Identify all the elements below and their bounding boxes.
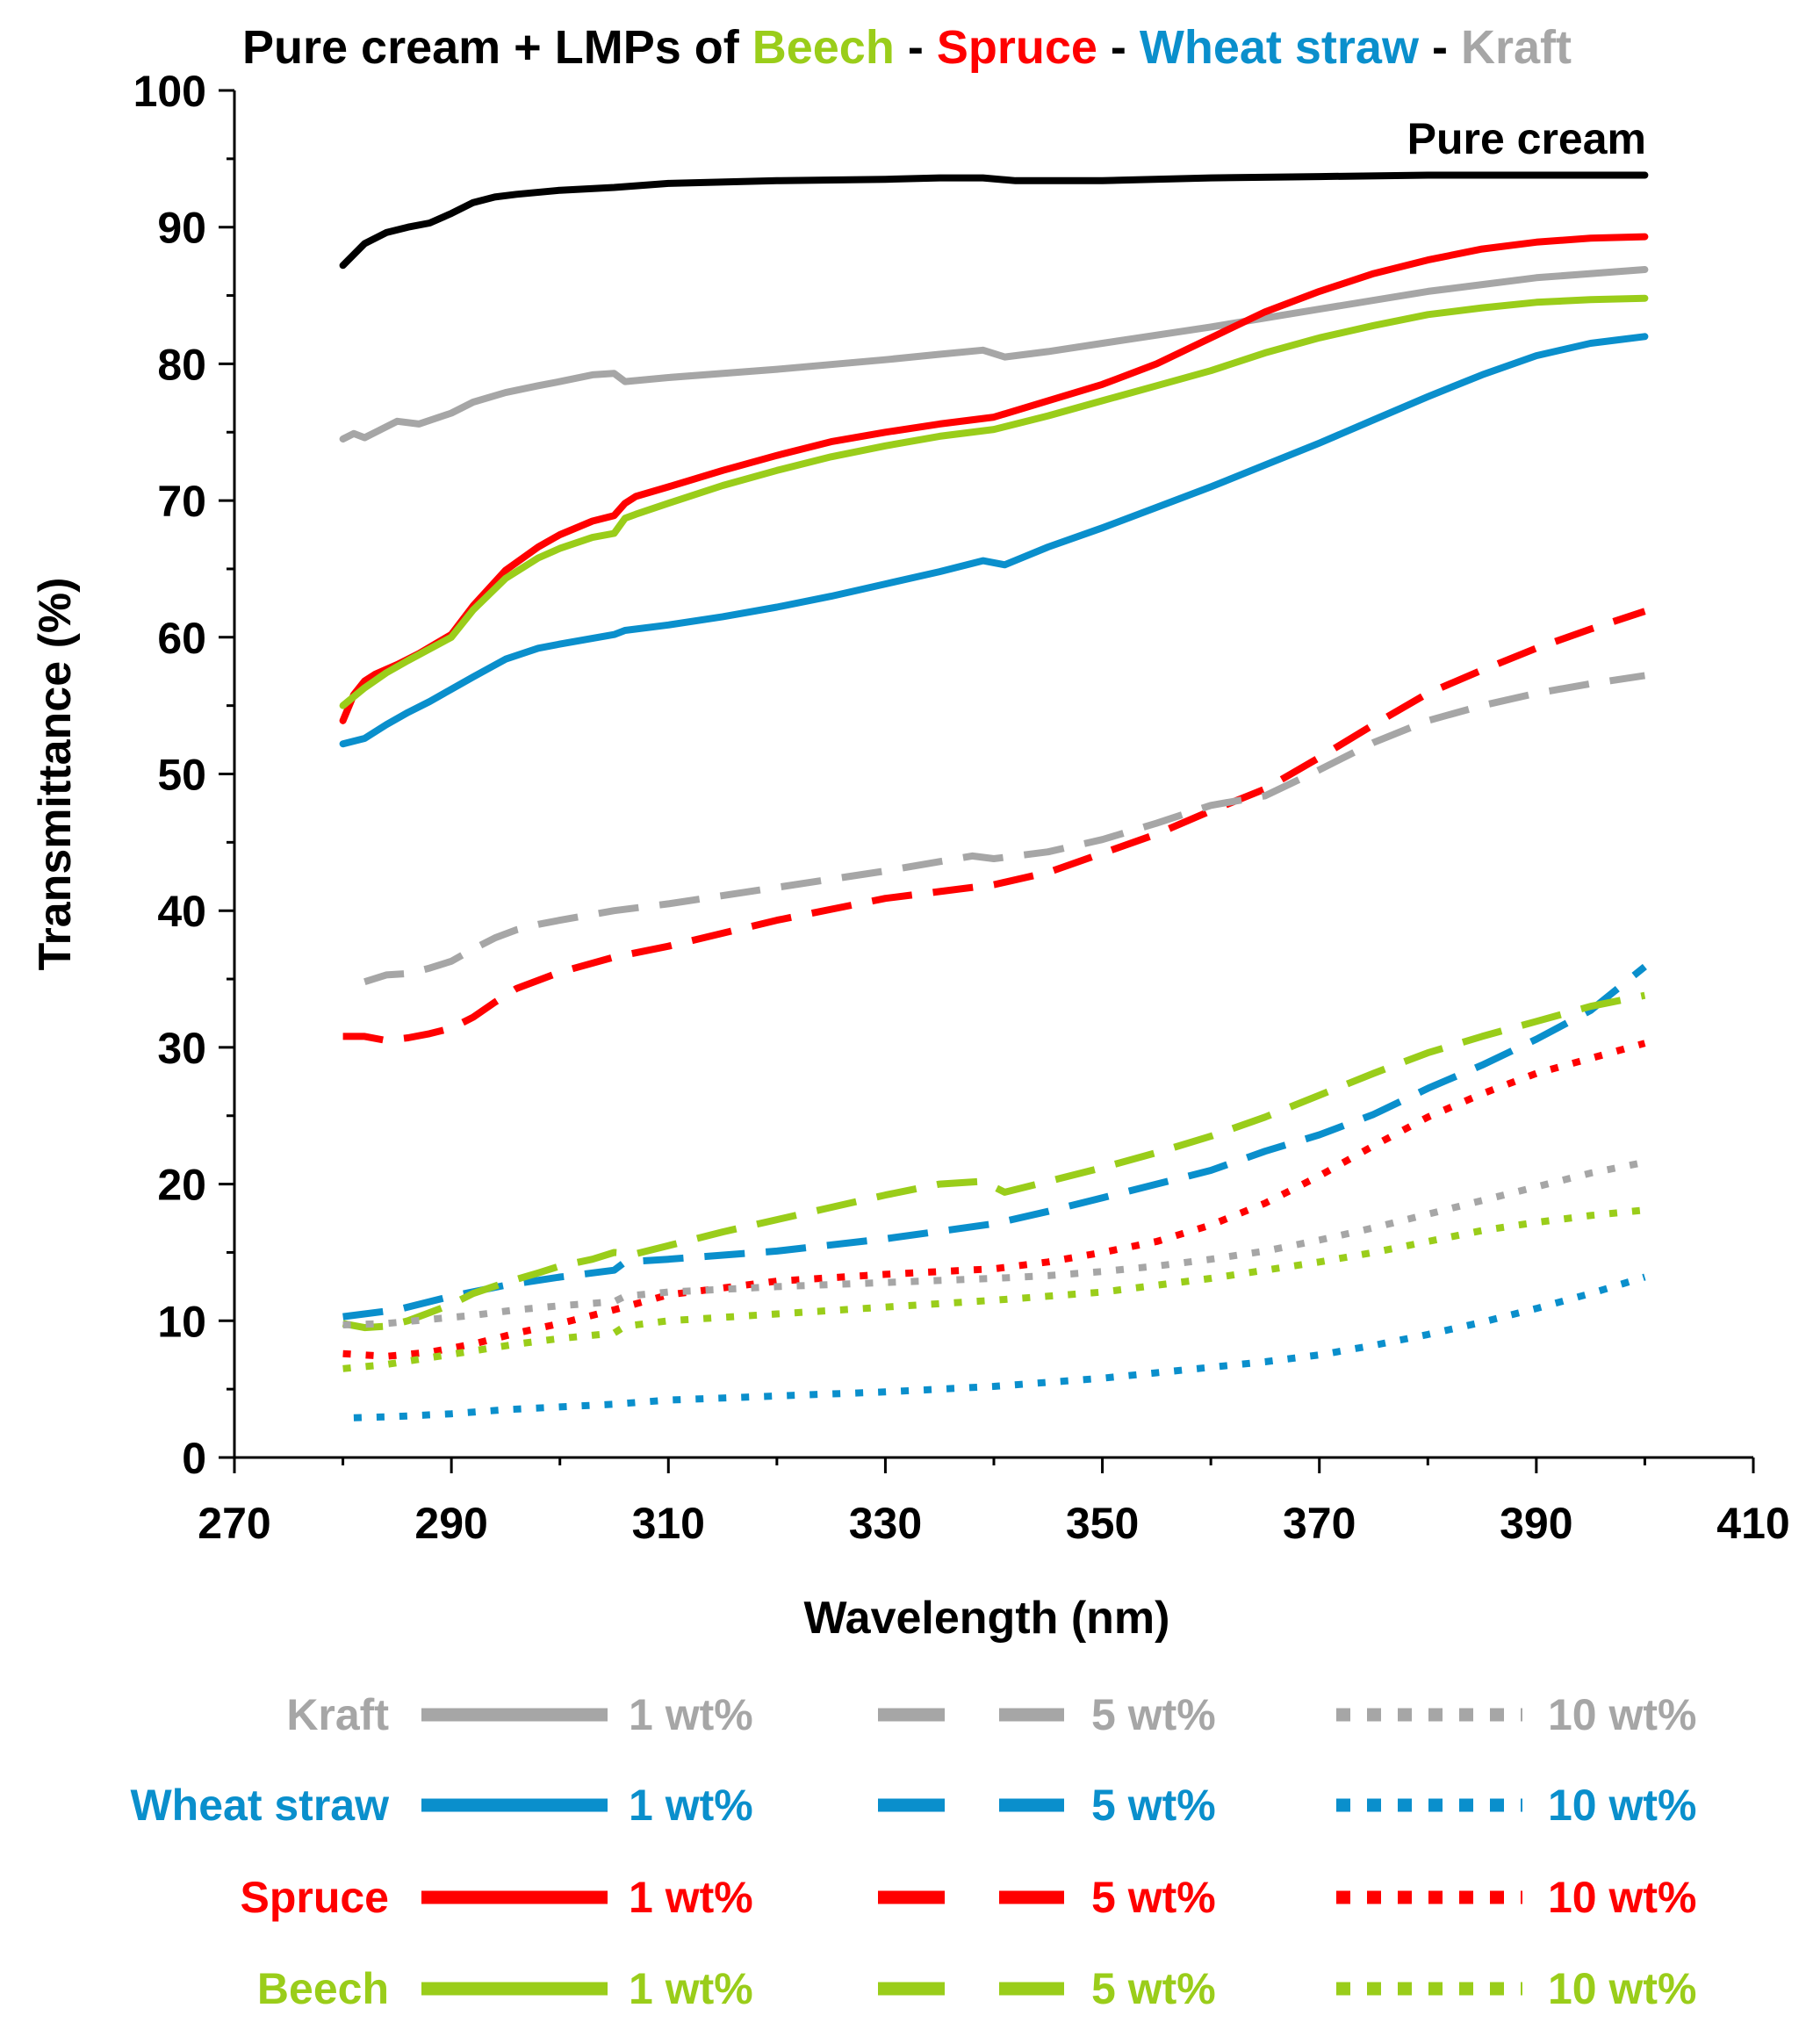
x-axis-label: Wavelength (nm): [804, 1593, 1170, 1644]
plot-series: [339, 171, 1649, 1421]
x-tick-label: 410: [1716, 1499, 1789, 1548]
x-tick-label: 370: [1283, 1499, 1356, 1548]
y-tick-label: 90: [157, 204, 206, 253]
series-line-beech-1-wt: [339, 294, 1649, 709]
x-tick-label: 310: [632, 1499, 705, 1548]
x-tick-label: 330: [849, 1499, 922, 1548]
y-tick-label: 60: [157, 614, 206, 663]
series-line-beech-10-wt: [342, 1206, 1645, 1372]
series-line-wheat-straw-1-wt: [339, 333, 1649, 748]
y-tick-label: 40: [157, 887, 206, 936]
legend-concentration: 5 wt%: [1091, 1873, 1216, 1922]
title-prefix: Pure cream + LMPs of: [242, 21, 752, 74]
y-tick-label: 20: [157, 1161, 206, 1210]
legend-concentration: 1 wt%: [629, 1873, 753, 1922]
y-tick-label: 100: [133, 67, 206, 116]
title-wheat-straw: Wheat straw: [1140, 21, 1420, 74]
y-tick-label: 80: [157, 340, 206, 389]
y-tick-label: 10: [157, 1297, 206, 1346]
legend-concentration: 10 wt%: [1548, 1781, 1697, 1830]
y-tick-label: 50: [157, 751, 206, 800]
series-line-wheat-straw-10-wt: [353, 1273, 1646, 1421]
series-line-kraft-5-wt: [363, 672, 1645, 986]
title-spruce: Spruce: [937, 21, 1097, 74]
y-axis-label: Transmittance (%): [30, 578, 81, 971]
legend-name: Wheat straw: [130, 1781, 389, 1830]
legend-name: Beech: [257, 1964, 389, 2013]
series-line-kraft-10-wt: [342, 1158, 1646, 1328]
legend-concentration: 10 wt%: [1548, 1964, 1697, 2013]
legend-concentration: 5 wt%: [1091, 1690, 1216, 1739]
chart-title: Pure cream + LMPs of Beech - Spruce - Wh…: [242, 21, 1572, 74]
series-line-beech-5-wt: [342, 991, 1646, 1332]
x-tick-label: 270: [198, 1499, 270, 1548]
title-separator: -: [1097, 21, 1140, 74]
series-line-spruce-5-wt: [342, 608, 1646, 1045]
y-tick-label: 30: [157, 1024, 206, 1073]
x-tick-label: 290: [414, 1499, 487, 1548]
x-tick-label: 350: [1066, 1499, 1139, 1548]
legend-concentration: 5 wt%: [1091, 1964, 1216, 2013]
series-line-pure-cream: [339, 171, 1649, 270]
legend-concentration: 1 wt%: [629, 1781, 753, 1830]
series-line-kraft-1-wt: [339, 266, 1649, 443]
title-separator: -: [895, 21, 937, 74]
pure-cream-label: Pure cream: [1407, 114, 1646, 163]
y-tick-label: 0: [182, 1434, 206, 1483]
legend-concentration: 10 wt%: [1548, 1873, 1697, 1922]
y-tick-label: 70: [157, 477, 206, 526]
legend: Kraft 1 wt% 5 wt% 10 wt% Wheat straw 1 wt% 5 w…: [130, 1690, 1696, 2013]
title-kraft: Kraft: [1461, 21, 1572, 74]
axes: 0 10 20 30 40 50 60 70 80 90 100 270 290 310 330 350 370…: [30, 67, 1790, 1644]
annotations: Pure cream: [1407, 114, 1646, 163]
legend-name: Kraft: [286, 1690, 389, 1739]
legend-name: Spruce: [240, 1873, 389, 1922]
legend-concentration: 1 wt%: [629, 1964, 753, 2013]
legend-concentration: 10 wt%: [1548, 1690, 1697, 1739]
title-beech: Beech: [752, 21, 895, 74]
series-line-spruce-10-wt: [342, 1040, 1646, 1360]
title-separator: -: [1419, 21, 1461, 74]
legend-concentration: 1 wt%: [629, 1690, 753, 1739]
chart-title-text: Pure cream + LMPs of Beech - Spruce - Wh…: [242, 21, 1572, 74]
x-tick-label: 390: [1500, 1499, 1572, 1548]
series-line-wheat-straw-5-wt: [342, 963, 1647, 1321]
legend-concentration: 5 wt%: [1091, 1781, 1216, 1830]
